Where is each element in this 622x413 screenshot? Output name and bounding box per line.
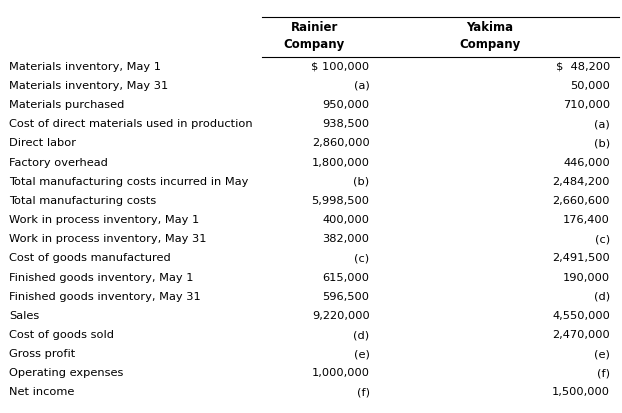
Text: (e): (e): [594, 349, 610, 359]
Text: 938,500: 938,500: [322, 119, 369, 129]
Text: (f): (f): [597, 368, 610, 378]
Text: 2,660,600: 2,660,600: [552, 196, 610, 206]
Text: 9,220,000: 9,220,000: [312, 311, 369, 321]
Text: Total manufacturing costs: Total manufacturing costs: [9, 196, 156, 206]
Text: Gross profit: Gross profit: [9, 349, 75, 359]
Text: (c): (c): [595, 234, 610, 244]
Text: Rainier
Company: Rainier Company: [284, 21, 345, 51]
Text: Work in process inventory, May 1: Work in process inventory, May 1: [9, 215, 199, 225]
Text: $ 100,000: $ 100,000: [312, 62, 369, 72]
Text: 2,484,200: 2,484,200: [552, 177, 610, 187]
Text: Materials inventory, May 31: Materials inventory, May 31: [9, 81, 168, 91]
Text: $  48,200: $ 48,200: [555, 62, 610, 72]
Text: 382,000: 382,000: [323, 234, 369, 244]
Text: 710,000: 710,000: [563, 100, 610, 110]
Text: Net income: Net income: [9, 387, 74, 397]
Text: Cost of goods sold: Cost of goods sold: [9, 330, 114, 340]
Text: 596,500: 596,500: [323, 292, 369, 301]
Text: Factory overhead: Factory overhead: [9, 157, 108, 168]
Text: 615,000: 615,000: [323, 273, 369, 282]
Text: (e): (e): [354, 349, 369, 359]
Text: Direct labor: Direct labor: [9, 138, 76, 148]
Text: Materials purchased: Materials purchased: [9, 100, 124, 110]
Text: Finished goods inventory, May 1: Finished goods inventory, May 1: [9, 273, 193, 282]
Text: 4,550,000: 4,550,000: [552, 311, 610, 321]
Text: 2,491,500: 2,491,500: [552, 253, 610, 263]
Text: Finished goods inventory, May 31: Finished goods inventory, May 31: [9, 292, 201, 301]
Text: (b): (b): [594, 138, 610, 148]
Text: Cost of goods manufactured: Cost of goods manufactured: [9, 253, 170, 263]
Text: 2,860,000: 2,860,000: [312, 138, 369, 148]
Text: 446,000: 446,000: [564, 157, 610, 168]
Text: 2,470,000: 2,470,000: [552, 330, 610, 340]
Text: (f): (f): [356, 387, 369, 397]
Text: 400,000: 400,000: [323, 215, 369, 225]
Text: 5,998,500: 5,998,500: [312, 196, 369, 206]
Text: Cost of direct materials used in production: Cost of direct materials used in product…: [9, 119, 253, 129]
Text: Materials inventory, May 1: Materials inventory, May 1: [9, 62, 161, 72]
Text: 950,000: 950,000: [322, 100, 369, 110]
Text: (b): (b): [353, 177, 369, 187]
Text: 50,000: 50,000: [570, 81, 610, 91]
Text: Yakima
Company: Yakima Company: [459, 21, 521, 51]
Text: 190,000: 190,000: [563, 273, 610, 282]
Text: (a): (a): [354, 81, 369, 91]
Text: 1,000,000: 1,000,000: [312, 368, 369, 378]
Text: (d): (d): [353, 330, 369, 340]
Text: (c): (c): [355, 253, 369, 263]
Text: Total manufacturing costs incurred in May: Total manufacturing costs incurred in Ma…: [9, 177, 248, 187]
Text: 176,400: 176,400: [563, 215, 610, 225]
Text: Work in process inventory, May 31: Work in process inventory, May 31: [9, 234, 207, 244]
Text: Sales: Sales: [9, 311, 39, 321]
Text: 1,500,000: 1,500,000: [552, 387, 610, 397]
Text: (a): (a): [594, 119, 610, 129]
Text: Operating expenses: Operating expenses: [9, 368, 123, 378]
Text: (d): (d): [594, 292, 610, 301]
Text: 1,800,000: 1,800,000: [312, 157, 369, 168]
